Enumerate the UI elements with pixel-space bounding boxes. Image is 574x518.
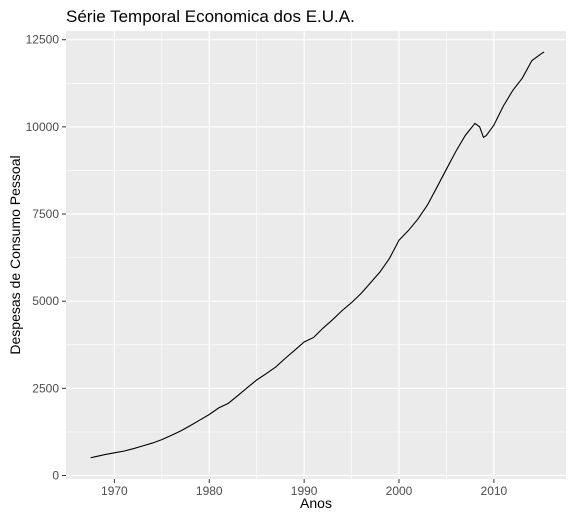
x-axis-title: Anos [300, 495, 332, 511]
x-tick-label: 1980 [196, 484, 223, 498]
x-axis-ticks: 1970 1980 1990 2000 2010 [101, 479, 508, 498]
x-tick-label: 1990 [291, 484, 318, 498]
y-tick-label: 7500 [32, 207, 59, 221]
x-tick-label: 2010 [481, 484, 508, 498]
chart-title: Série Temporal Economica dos E.U.A. [66, 7, 355, 26]
y-tick-label: 0 [52, 469, 59, 483]
y-tick-label: 5000 [32, 294, 59, 308]
series-line [90, 51, 545, 459]
grid-layer [66, 31, 566, 479]
y-axis-title: Despesas de Consumo Pessoal [7, 155, 23, 354]
x-tick-label: 1970 [101, 484, 128, 498]
y-tick-label: 10000 [26, 120, 60, 134]
y-tick-label: 12500 [26, 33, 60, 47]
x-tick-label: 2000 [386, 484, 413, 498]
y-tick-label: 2500 [32, 381, 59, 395]
plot-panel [66, 31, 566, 479]
y-axis-ticks: 0 2500 5000 7500 10000 12500 [26, 33, 66, 483]
